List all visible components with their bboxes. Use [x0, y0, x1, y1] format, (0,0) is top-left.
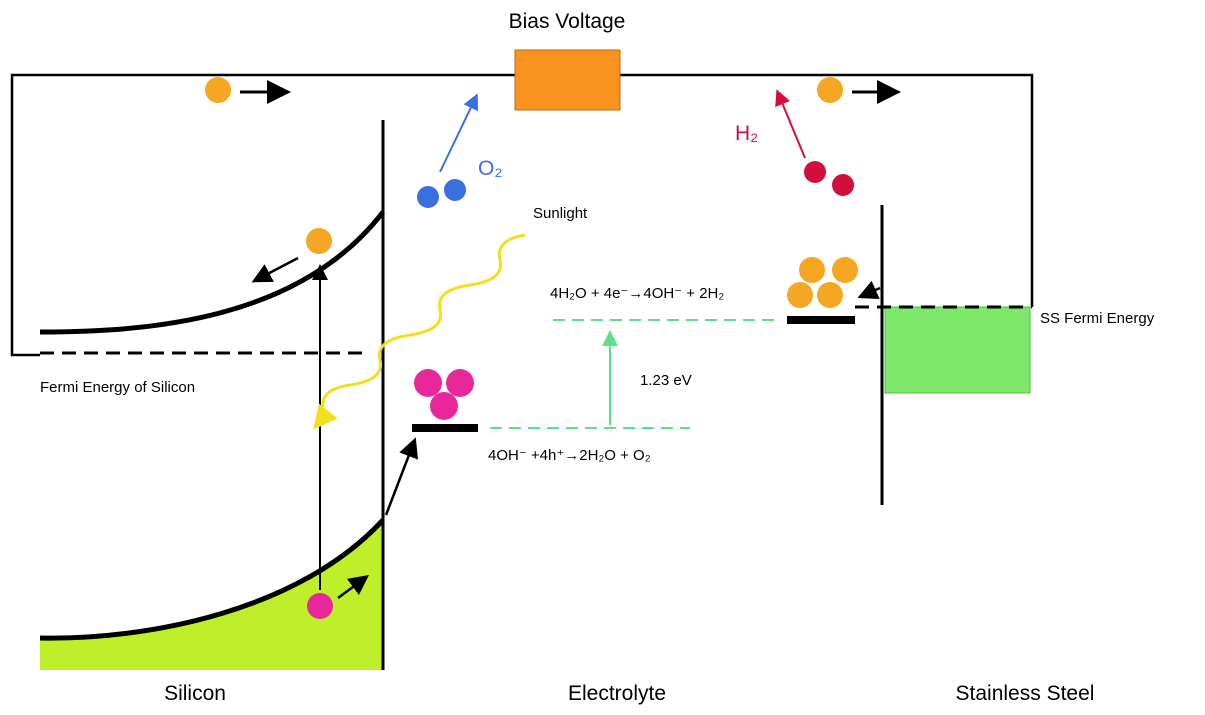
region-label: Stainless Steel — [956, 682, 1095, 705]
arrow — [386, 442, 414, 515]
oxidation-equation: 4OH⁻ +4h⁺→2H₂O + O₂ — [488, 447, 651, 464]
gap-label: 1.23 eV — [640, 372, 692, 389]
hydrogen-label: H₂ — [735, 122, 758, 145]
electron-cluster — [787, 257, 858, 308]
circuit — [12, 75, 1032, 355]
region-label: Silicon — [164, 682, 226, 705]
steel-fill — [885, 307, 1030, 393]
hydrogen-atom — [832, 174, 854, 196]
oxygen-atom — [417, 186, 439, 208]
region-label: Electrolyte — [568, 682, 666, 705]
valence-fill — [40, 520, 383, 670]
diagram: Bias Voltage Fermi Energy of Silicon Sun… — [0, 0, 1205, 715]
hydrogen-atom — [804, 161, 826, 183]
oxygen-label: O₂ — [478, 157, 503, 180]
sunlight-label: Sunlight — [533, 205, 588, 222]
hole — [307, 593, 333, 619]
electron — [205, 77, 231, 103]
bias-label: Bias Voltage — [509, 10, 626, 33]
reduction-equation: 4H₂O + 4e⁻→4OH⁻ + 2H₂ — [550, 285, 724, 302]
arrow — [862, 288, 880, 296]
bias-source — [515, 50, 620, 110]
oxygen-arrow — [440, 97, 476, 172]
conduction-band — [40, 212, 383, 332]
electron — [817, 77, 843, 103]
hole-cluster — [414, 369, 474, 420]
arrow — [256, 258, 298, 280]
hydrogen-arrow — [778, 93, 805, 158]
electron — [306, 228, 332, 254]
oxygen-atom — [444, 179, 466, 201]
si-fermi-label: Fermi Energy of Silicon — [40, 379, 195, 396]
ss-fermi-label: SS Fermi Energy — [1040, 310, 1155, 327]
sunlight-wave — [317, 235, 525, 425]
